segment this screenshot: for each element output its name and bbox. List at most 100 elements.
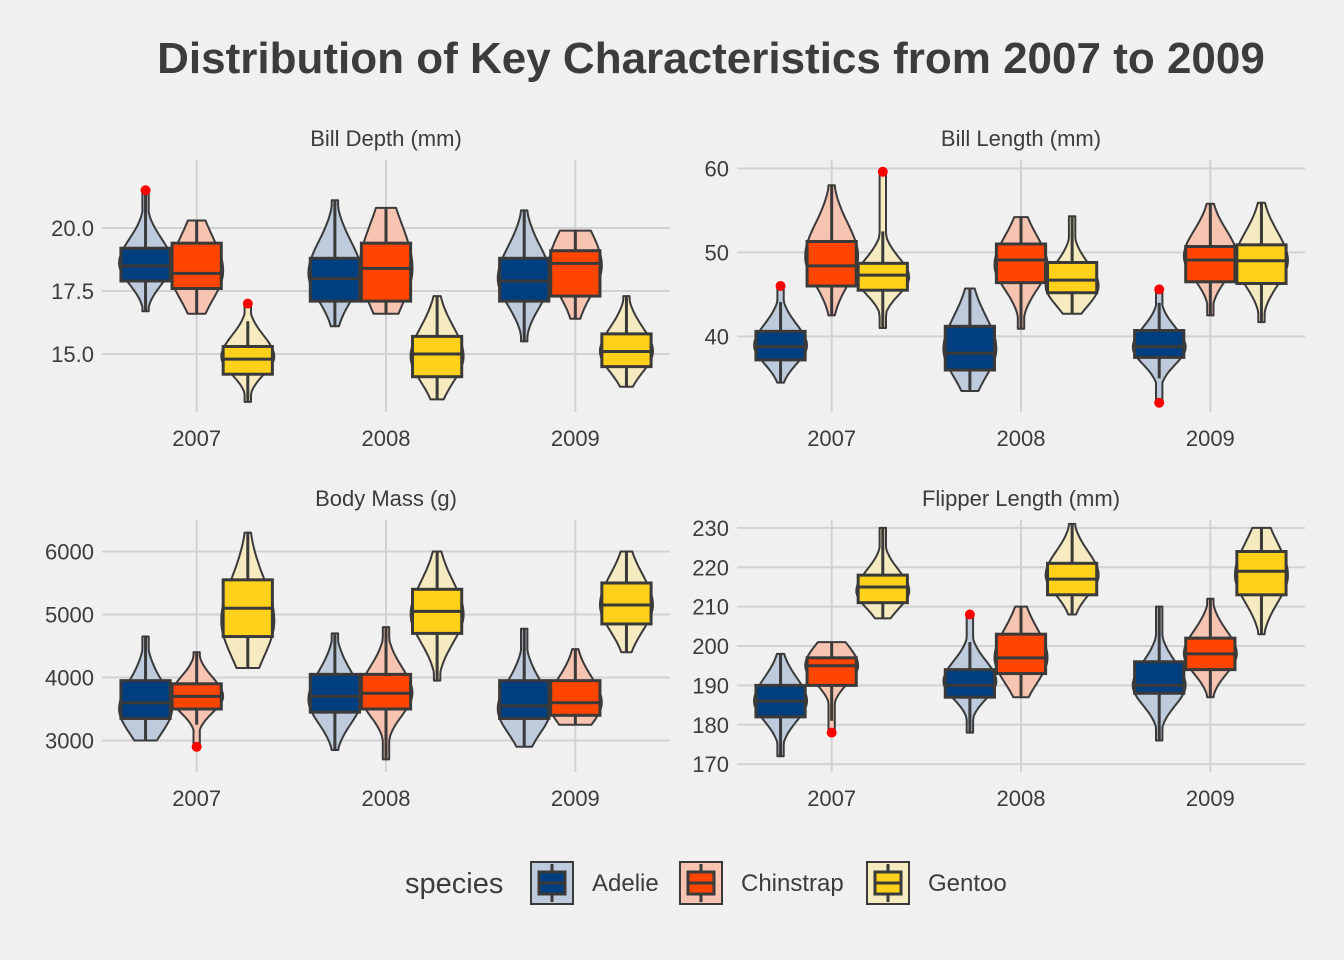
violin-group — [358, 206, 414, 315]
violin-group — [942, 609, 998, 734]
violin-group — [118, 185, 173, 313]
violin-group — [804, 184, 860, 317]
y-tick-label: 40 — [705, 324, 729, 349]
x-tick-label: 2008 — [362, 786, 411, 811]
violin-group — [753, 652, 809, 758]
y-tick-label: 200 — [692, 634, 729, 659]
x-tick-label: 2007 — [172, 786, 221, 811]
box — [1235, 550, 1288, 597]
legend-label: Chinstrap — [741, 870, 844, 897]
panel: Bill Depth (mm) 15.0 17.5 20.0 2007 2008 2009 — [51, 126, 670, 451]
violin-group — [118, 635, 173, 742]
violin-group — [307, 199, 363, 328]
y-tick-label: 190 — [692, 673, 729, 698]
violin-group — [547, 648, 603, 726]
y-tick-label: 3000 — [45, 729, 94, 754]
box — [943, 668, 996, 699]
violin-group — [753, 281, 808, 384]
box — [359, 672, 413, 711]
x-tick-label: 2009 — [1186, 786, 1235, 811]
x-tick-label: 2007 — [807, 786, 856, 811]
box — [943, 324, 996, 372]
x-tick-label: 2008 — [362, 426, 411, 451]
outlier-point — [191, 741, 202, 752]
x-tick-label: 2009 — [1186, 426, 1235, 451]
violin-group — [598, 295, 654, 388]
box — [1133, 329, 1186, 359]
x-tick-label: 2008 — [997, 786, 1046, 811]
box — [359, 241, 413, 303]
y-tick-label: 180 — [692, 713, 729, 738]
violin-group — [993, 605, 1049, 699]
legend-items: Adelie Chinstrap Gentoo — [530, 861, 1007, 905]
box — [805, 656, 858, 687]
panel: Body Mass (g) 3000 4000 5000 6000 2007 2008 200… — [45, 486, 670, 811]
legend-item: Adelie — [530, 861, 659, 905]
y-tick-label: 230 — [692, 516, 729, 541]
y-tick-label: 15.0 — [51, 342, 94, 367]
legend-label: Gentoo — [928, 870, 1007, 897]
y-tick-label: 60 — [705, 156, 729, 181]
outlier-point — [775, 281, 786, 291]
violin-group — [1131, 605, 1187, 742]
violin-group — [496, 627, 552, 748]
box — [1133, 660, 1186, 695]
outlier-point — [964, 609, 975, 620]
box — [1046, 260, 1099, 295]
outlier-point — [826, 727, 837, 738]
box — [994, 242, 1048, 285]
violin-group — [804, 641, 860, 738]
outlier-point — [1154, 397, 1165, 408]
y-tick-label: 5000 — [45, 603, 94, 628]
violin-group — [855, 166, 911, 329]
outlier-point — [140, 185, 151, 196]
outlier-point — [242, 298, 253, 309]
box — [411, 334, 464, 379]
violin-group — [307, 632, 363, 751]
box — [600, 581, 653, 626]
violin-group — [409, 295, 465, 401]
box — [308, 672, 361, 714]
violin-group — [1182, 597, 1238, 699]
chart-title: Distribution of Key Characteristics from… — [157, 34, 1265, 83]
panel-title: Flipper Length (mm) — [922, 486, 1120, 511]
x-tick-label: 2007 — [807, 426, 856, 451]
panel: Bill Length (mm) 40 50 60 2007 2008 2009 — [705, 126, 1305, 451]
legend-item: Chinstrap — [679, 861, 844, 905]
box — [856, 573, 909, 605]
violin-group — [599, 550, 654, 654]
violin-group — [1044, 522, 1100, 616]
x-tick-label: 2009 — [551, 786, 600, 811]
violin-group — [358, 626, 414, 761]
violin-group — [169, 219, 225, 315]
panel-title: Bill Length (mm) — [941, 126, 1101, 151]
box — [1184, 245, 1237, 284]
legend: species Adelie Chinstrap Gentoo — [405, 861, 1007, 905]
violin-group — [547, 229, 603, 320]
panel-title: Bill Depth (mm) — [310, 126, 462, 151]
x-tick-label: 2009 — [551, 426, 600, 451]
violin-group — [855, 526, 911, 620]
box — [856, 261, 909, 292]
outlier-point — [1154, 284, 1165, 295]
x-tick-label: 2008 — [997, 426, 1046, 451]
y-tick-label: 6000 — [45, 540, 94, 565]
y-tick-label: 220 — [692, 555, 729, 580]
legend-item: Gentoo — [866, 861, 1007, 905]
violin-group — [496, 209, 552, 343]
violin-group — [220, 298, 276, 403]
box — [170, 241, 223, 291]
box — [549, 679, 602, 717]
legend-label: Adelie — [592, 870, 659, 897]
box — [994, 632, 1048, 676]
violin-group — [993, 216, 1049, 330]
y-tick-label: 50 — [705, 240, 729, 265]
violin-group — [169, 651, 225, 752]
y-tick-label: 17.5 — [51, 279, 94, 304]
box — [1235, 243, 1288, 285]
violin-group — [1131, 284, 1187, 408]
violin-group — [1234, 526, 1289, 636]
box — [805, 239, 858, 288]
